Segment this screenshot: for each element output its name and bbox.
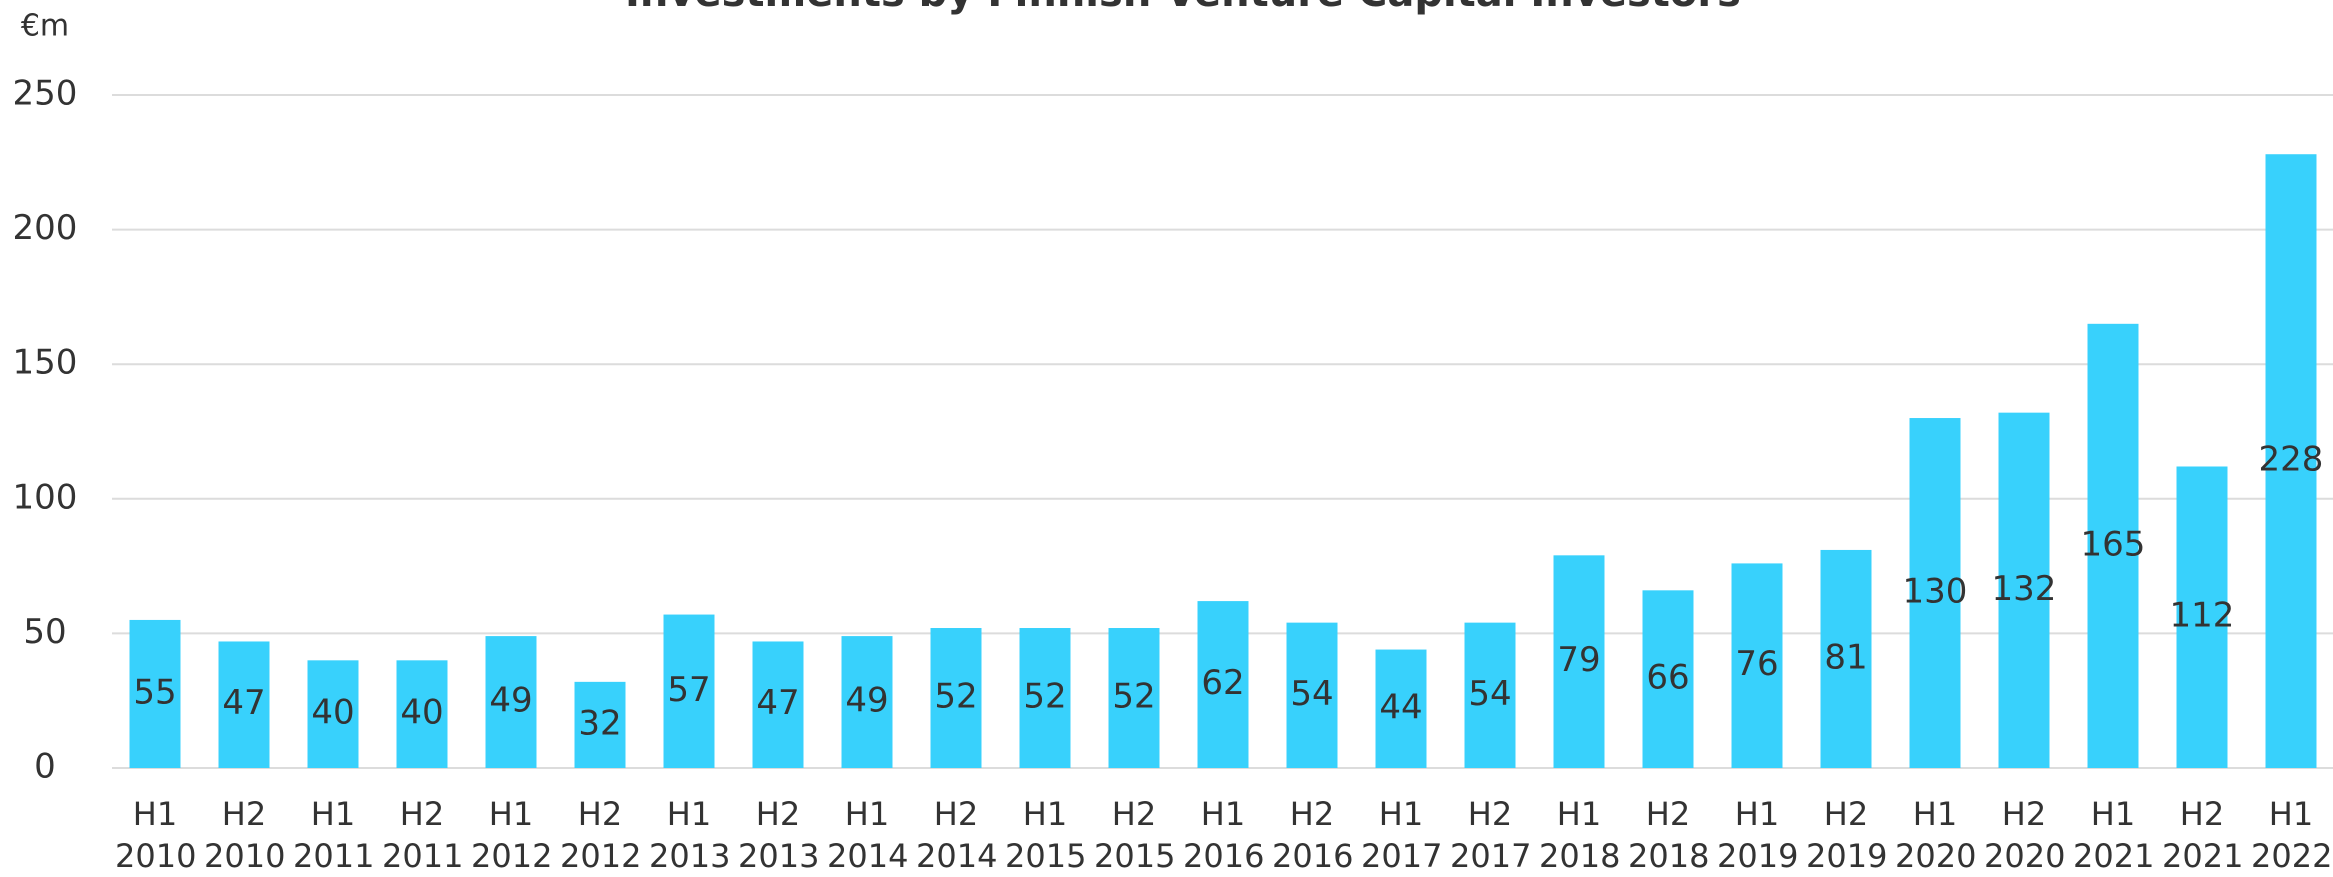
- y-tick-label: 250: [13, 74, 78, 114]
- value-label: 66: [1646, 658, 1689, 698]
- x-tick-label: H2 2019: [1806, 795, 1888, 875]
- bar: [1464, 622, 1516, 768]
- chart-title: Investments by Finnish Venture Capital I…: [625, 0, 1741, 16]
- y-tick-label: 50: [23, 612, 66, 652]
- value-label: 49: [489, 681, 532, 721]
- bar: [841, 636, 893, 768]
- value-label: 52: [1023, 677, 1066, 717]
- x-tick-label: H1 2010: [115, 795, 197, 875]
- x-tick-label: H1 2017: [1361, 795, 1443, 875]
- value-label: 40: [311, 693, 354, 733]
- bar: [1553, 555, 1605, 768]
- x-tick-label: H2 2020: [1984, 795, 2066, 875]
- bar: [307, 660, 359, 768]
- y-tick-label: 150: [13, 343, 78, 383]
- bar: [1642, 590, 1694, 768]
- value-label: 44: [1379, 687, 1422, 727]
- bar: [663, 614, 715, 768]
- value-label: 52: [934, 677, 977, 717]
- bar: [2176, 466, 2228, 768]
- bar: [1375, 649, 1427, 768]
- x-tick-label: H1 2012: [471, 795, 553, 875]
- bar: [2087, 323, 2139, 768]
- bar: [1019, 628, 1071, 768]
- value-label: 54: [1468, 674, 1511, 714]
- value-label: 62: [1201, 663, 1244, 703]
- x-tick-label: H1 2018: [1539, 795, 1621, 875]
- x-tick-label: H2 2015: [1094, 795, 1176, 875]
- value-label: 40: [400, 693, 443, 733]
- y-tick-label: 0: [34, 747, 56, 787]
- bar: [1108, 628, 1160, 768]
- x-tick-label: H1 2020: [1895, 795, 1977, 875]
- value-label: 76: [1735, 644, 1778, 684]
- value-label: 49: [845, 681, 888, 721]
- bar: [1909, 418, 1961, 768]
- bar: [1197, 601, 1249, 768]
- x-tick-label: H2 2016: [1272, 795, 1354, 875]
- bar: [129, 619, 181, 768]
- bar: [1286, 622, 1338, 768]
- x-tick-label: H1 2015: [1005, 795, 1087, 875]
- value-label: 32: [578, 703, 621, 743]
- x-tick-label: H1 2019: [1717, 795, 1799, 875]
- bar: [930, 628, 982, 768]
- x-tick-label: H2 2021: [2162, 795, 2244, 875]
- value-label: 47: [756, 683, 799, 723]
- x-tick-label: H2 2011: [382, 795, 464, 875]
- value-label: 79: [1557, 640, 1600, 680]
- x-tick-label: H1 2011: [293, 795, 375, 875]
- value-label: 47: [222, 683, 265, 723]
- value-label: 57: [667, 670, 710, 710]
- x-tick-label: H1 2022: [2251, 795, 2333, 875]
- value-label: 81: [1824, 637, 1867, 677]
- value-label: 54: [1290, 674, 1333, 714]
- value-label: 132: [1992, 569, 2057, 609]
- x-tick-label: H2 2014: [916, 795, 998, 875]
- y-tick-label: 200: [13, 208, 78, 248]
- x-tick-label: H1 2014: [827, 795, 909, 875]
- value-label: 165: [2081, 524, 2146, 564]
- value-label: 112: [2170, 596, 2235, 636]
- x-tick-label: H2 2013: [738, 795, 820, 875]
- bar: [2265, 154, 2317, 768]
- y-tick-label: 100: [13, 477, 78, 517]
- x-tick-label: H1 2016: [1183, 795, 1265, 875]
- bar: [574, 681, 626, 768]
- bar: [1731, 563, 1783, 768]
- x-tick-label: H1 2013: [649, 795, 731, 875]
- value-label: 55: [133, 672, 176, 712]
- value-label: 130: [1903, 572, 1968, 612]
- y-axis-label: €m: [21, 9, 69, 44]
- bar: [485, 636, 537, 768]
- bar: [396, 660, 448, 768]
- x-tick-label: H1 2021: [2073, 795, 2155, 875]
- bar: [1998, 412, 2050, 768]
- bar: [218, 641, 270, 768]
- bar: [752, 641, 804, 768]
- x-tick-label: H2 2010: [204, 795, 286, 875]
- x-tick-label: H2 2012: [560, 795, 642, 875]
- value-label: 52: [1112, 677, 1155, 717]
- x-tick-label: H2 2018: [1628, 795, 1710, 875]
- x-tick-label: H2 2017: [1450, 795, 1532, 875]
- bar: [1820, 549, 1872, 768]
- value-label: 228: [2259, 440, 2324, 480]
